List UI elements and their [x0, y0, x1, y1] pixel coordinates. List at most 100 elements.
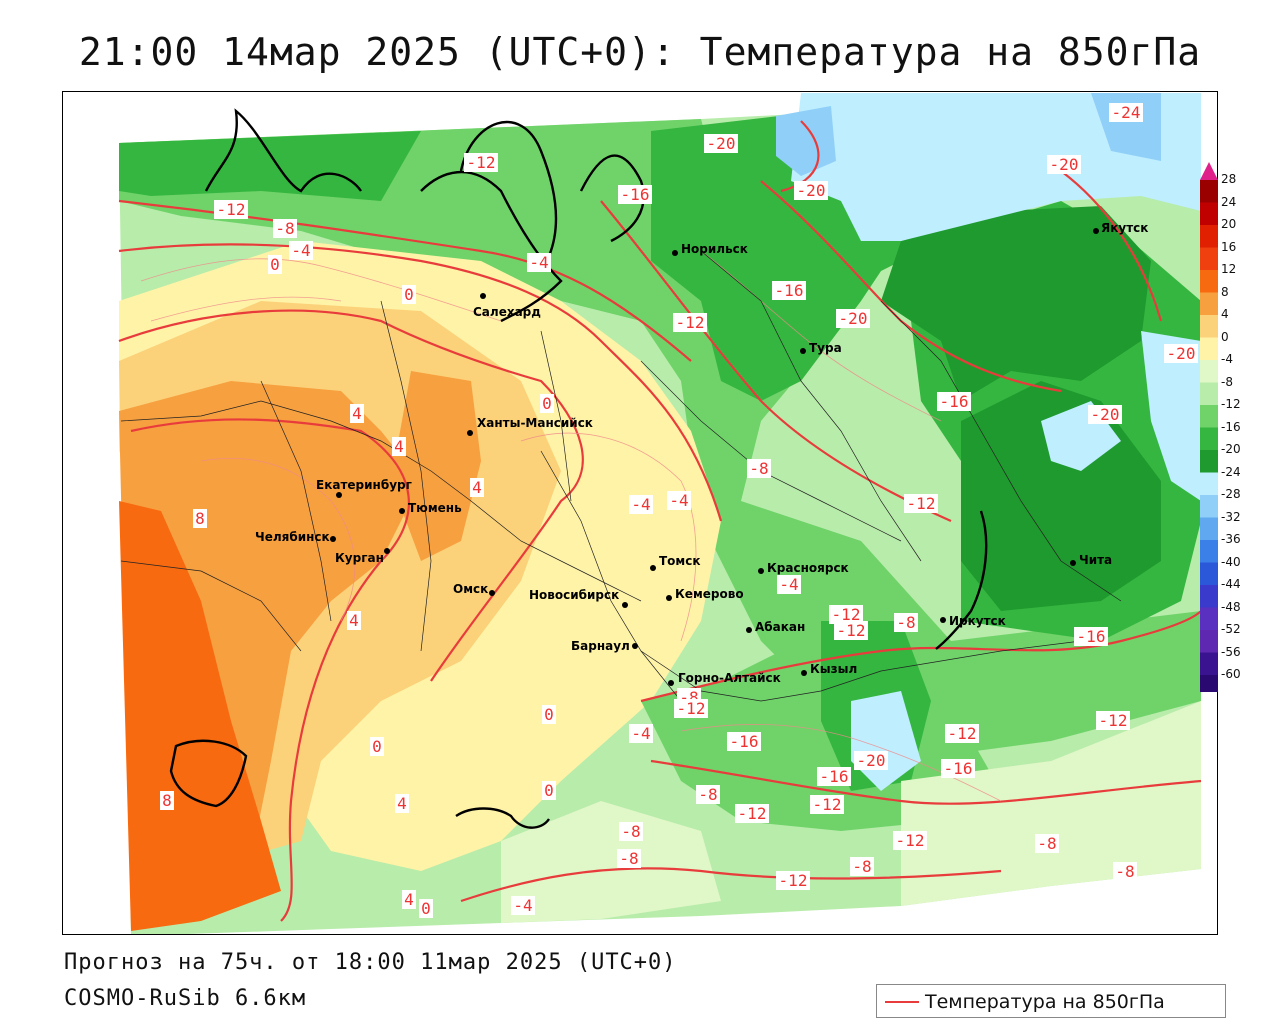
svg-text:Тюмень: Тюмень	[408, 501, 462, 515]
isotherm-label: -8	[1113, 862, 1137, 881]
isotherm-label: -8	[696, 785, 720, 804]
isotherm-label: 0	[540, 394, 554, 413]
colorbar-tick-label: -8	[1221, 374, 1233, 389]
svg-text:4: 4	[397, 794, 407, 813]
city-norilsk[interactable]: Норильск	[672, 242, 748, 256]
svg-text:-4: -4	[529, 253, 548, 272]
svg-text:-4: -4	[631, 724, 650, 743]
city-tomsk[interactable]: Томск	[650, 554, 701, 571]
isotherm-label: -16	[1074, 627, 1108, 646]
svg-text:Кызыл: Кызыл	[810, 662, 857, 676]
svg-text:-4: -4	[669, 491, 688, 510]
colorbar-swatch	[1200, 495, 1218, 518]
svg-text:-16: -16	[730, 732, 759, 751]
colorbar-tick-label: -48	[1221, 599, 1241, 614]
city-irkutsk[interactable]: Иркутск	[940, 614, 1006, 628]
isotherm-label: -4	[667, 491, 691, 510]
svg-text:-8: -8	[1037, 834, 1056, 853]
svg-text:4: 4	[394, 437, 404, 456]
isotherm-label: -12	[810, 795, 844, 814]
colorbar-tick-label: 8	[1221, 284, 1229, 299]
city-kyzyl[interactable]: Кызыл	[801, 662, 857, 676]
svg-text:0: 0	[270, 255, 280, 274]
city-gorno-altaysk[interactable]: Горно-Алтайск	[668, 671, 781, 686]
svg-text:Норильск: Норильск	[681, 242, 748, 256]
city-khanty-mansiysk[interactable]: Ханты-Мансийск	[467, 416, 593, 436]
svg-text:Томск: Томск	[659, 554, 701, 568]
svg-text:-8: -8	[896, 613, 915, 632]
svg-text:4: 4	[472, 478, 482, 497]
colorbar-tick-label: 4	[1221, 307, 1229, 321]
svg-text:Салехард: Салехард	[473, 305, 541, 319]
colorbar-swatch	[1200, 562, 1218, 585]
city-salekhard[interactable]: Салехард	[473, 293, 541, 319]
city-kemerovo[interactable]: Кемерово	[666, 587, 744, 601]
city-tyumen[interactable]: Тюмень	[399, 501, 462, 515]
isotherm-label: -4	[777, 575, 801, 594]
colorbar-tick-label: -40	[1221, 554, 1241, 569]
colorbar-tick-label: -4	[1221, 352, 1233, 366]
svg-text:-16: -16	[944, 759, 973, 778]
isotherm-label: -20	[1164, 344, 1198, 363]
city-kurgan[interactable]: Курган	[335, 548, 390, 565]
svg-text:4: 4	[352, 404, 362, 423]
city-chelyabinsk[interactable]: Челябинск	[255, 530, 336, 544]
colorbar-tick-label: -16	[1221, 419, 1241, 434]
city-krasnoyarsk[interactable]: Красноярск	[758, 561, 849, 575]
svg-text:-20: -20	[1167, 344, 1196, 363]
isotherm-label: -8	[747, 459, 771, 478]
colorbar-swatch	[1200, 450, 1218, 473]
city-markers: Норильск Якутск Салехард Тура Ханты-Манс…	[255, 221, 1148, 686]
isotherm-label: -8	[894, 613, 918, 632]
isotherm-label: -8	[619, 822, 643, 841]
colorbar-tick-label: -28	[1221, 487, 1241, 501]
isotherm-label: -8	[617, 849, 641, 868]
colorbar-max-arrow	[1200, 162, 1218, 180]
isotherm-label: -12	[464, 153, 498, 172]
isotherm-label: 4	[350, 404, 364, 423]
svg-text:-8: -8	[698, 785, 717, 804]
isotherm-label: 4	[402, 890, 416, 909]
svg-text:0: 0	[544, 781, 554, 800]
colorbar-swatch	[1200, 652, 1218, 675]
colorbar-swatch	[1200, 180, 1218, 203]
isotherm-label: -4	[289, 241, 313, 260]
colorbar-tick-label: -60	[1221, 667, 1241, 681]
city-abakan[interactable]: Абакан	[746, 620, 805, 634]
isotherm-label: -24	[1109, 103, 1143, 122]
isotherm-labels: -24-20-20-20-16-12-12-8-40-40-16-12-20-1…	[160, 103, 1198, 918]
isotherm-label: -12	[893, 831, 927, 850]
isotherm-label: -20	[794, 181, 828, 200]
city-chita[interactable]: Чита	[1070, 553, 1112, 567]
svg-text:Ханты-Мансийск: Ханты-Мансийск	[477, 416, 593, 430]
colorbar-tick-label: 24	[1221, 194, 1237, 209]
city-yekaterinburg[interactable]: Екатеринбург	[316, 478, 412, 498]
colorbar-tick-label: 0	[1221, 329, 1229, 344]
city-novosibirsk[interactable]: Новосибирск	[529, 588, 628, 608]
colorbar-swatch	[1200, 225, 1218, 248]
colorbar-swatch	[1200, 585, 1218, 608]
isotherm-label: -12	[214, 200, 248, 219]
isotherm-label: -16	[817, 767, 851, 786]
isotherm-label: -12	[945, 724, 979, 743]
city-yakutsk[interactable]: Якутск	[1093, 221, 1148, 235]
svg-text:Абакан: Абакан	[755, 620, 805, 634]
isotherm-label: 0	[268, 255, 282, 274]
colorbar-tick-label: -12	[1221, 397, 1241, 411]
svg-text:-12: -12	[467, 153, 496, 172]
city-omsk[interactable]: Омск	[453, 582, 495, 596]
isotherm-label: -12	[674, 699, 708, 718]
city-barnaul[interactable]: Барнаул	[571, 639, 638, 653]
isotherm-label: -12	[673, 313, 707, 332]
colorbar-tick-label: -32	[1221, 509, 1241, 524]
temperature-map: Норильск Якутск Салехард Тура Ханты-Манс…	[63, 92, 1217, 934]
svg-text:-12: -12	[907, 494, 936, 513]
isotherm-label: -20	[1047, 155, 1081, 174]
svg-text:Курган: Курган	[335, 551, 384, 565]
colorbar-tick-label: -36	[1221, 532, 1241, 546]
colorbar-swatch	[1200, 337, 1218, 360]
colorbar-swatch	[1200, 247, 1218, 270]
colorbar-swatch	[1200, 292, 1218, 315]
city-tura[interactable]: Тура	[800, 341, 842, 355]
colorbar-tick-label: -44	[1221, 577, 1241, 591]
